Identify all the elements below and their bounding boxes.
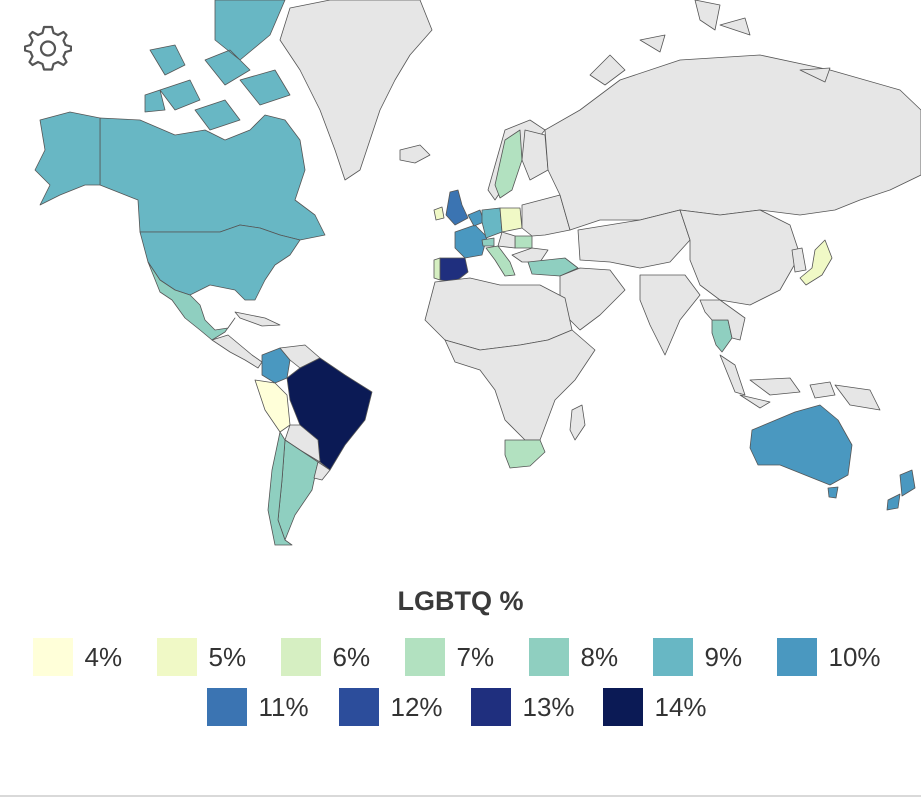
legend-swatch xyxy=(602,688,643,726)
region-sweden[interactable] xyxy=(494,129,523,199)
region-south-africa[interactable] xyxy=(504,439,546,469)
region-poland[interactable] xyxy=(499,207,523,233)
region-arctic-islands[interactable] xyxy=(589,0,831,86)
legend-swatch xyxy=(156,638,197,676)
region-canada-arctic[interactable] xyxy=(144,0,291,131)
region-mexico[interactable] xyxy=(147,261,236,341)
legend-swatch xyxy=(404,638,445,676)
legend-item[interactable]: 10% xyxy=(776,638,889,676)
legend-item[interactable]: 7% xyxy=(404,638,509,676)
legend-label: 12% xyxy=(390,691,443,722)
legend-swatch xyxy=(338,688,379,726)
legend-label: 9% xyxy=(704,641,743,672)
legend-swatch xyxy=(652,638,693,676)
legend-item[interactable]: 5% xyxy=(156,638,261,676)
region-india[interactable] xyxy=(639,274,701,356)
legend-item[interactable]: 11% xyxy=(206,688,319,726)
legend-item[interactable]: 9% xyxy=(652,638,757,676)
bottom-divider xyxy=(0,795,921,797)
legend-item[interactable]: 4% xyxy=(32,638,137,676)
region-central-america[interactable] xyxy=(211,334,263,369)
region-japan[interactable] xyxy=(799,239,833,286)
region-italy[interactable] xyxy=(485,245,516,277)
gear-icon[interactable] xyxy=(24,24,72,72)
region-finland[interactable] xyxy=(521,129,549,181)
legend-swatch xyxy=(206,688,247,726)
region-southeast-asia[interactable] xyxy=(699,299,746,396)
region-alaska[interactable] xyxy=(34,111,101,206)
region-ireland[interactable] xyxy=(433,206,445,221)
region-korea[interactable] xyxy=(791,247,807,273)
legend-label: 11% xyxy=(258,691,309,722)
legend-swatch xyxy=(528,638,569,676)
legend-item[interactable]: 13% xyxy=(470,688,583,726)
region-germany[interactable] xyxy=(481,207,503,239)
legend-label: 8% xyxy=(580,641,619,672)
legend-label: 10% xyxy=(828,641,881,672)
legend-row: 4% 5% 6% 7% 8% 9% 10% xyxy=(0,638,921,676)
region-cuba[interactable] xyxy=(234,311,281,327)
legend-item[interactable]: 8% xyxy=(528,638,633,676)
legend-title: LGBTQ % xyxy=(397,586,524,616)
region-china-mongolia[interactable] xyxy=(679,209,801,306)
region-uruguay[interactable] xyxy=(313,461,331,481)
legend-row: 11% 12% 13% 14% xyxy=(0,688,921,726)
region-central-africa[interactable] xyxy=(444,329,596,441)
region-peru[interactable] xyxy=(254,379,291,433)
region-papua[interactable] xyxy=(834,384,881,411)
legend-swatch xyxy=(280,638,321,676)
legend-item[interactable]: 12% xyxy=(338,688,451,726)
legend-swatch xyxy=(32,638,73,676)
region-chile[interactable] xyxy=(267,431,293,546)
legend-item[interactable]: 14% xyxy=(602,688,715,726)
legend-label: 14% xyxy=(654,691,707,722)
region-madagascar[interactable] xyxy=(569,404,586,441)
legend-swatch xyxy=(776,638,817,676)
legend-swatch xyxy=(470,688,511,726)
region-indonesia[interactable] xyxy=(739,377,836,409)
region-central-asia[interactable] xyxy=(577,209,691,269)
legend-label: 7% xyxy=(456,641,495,672)
legend-item[interactable]: 6% xyxy=(280,638,385,676)
region-greenland[interactable] xyxy=(279,0,433,181)
legend-label: 5% xyxy=(208,641,247,672)
world-map xyxy=(34,0,921,546)
region-united-kingdom[interactable] xyxy=(445,189,469,226)
legend-label: 13% xyxy=(522,691,575,722)
legend-label: 6% xyxy=(332,641,371,672)
region-tasmania[interactable] xyxy=(827,486,839,499)
region-russia[interactable] xyxy=(544,54,921,231)
region-new-zealand[interactable] xyxy=(886,469,916,511)
legend-label: 4% xyxy=(84,641,123,672)
region-switzerland[interactable] xyxy=(481,237,495,247)
region-canada[interactable] xyxy=(99,114,326,241)
region-portugal[interactable] xyxy=(433,257,441,281)
region-hungary[interactable] xyxy=(514,235,533,249)
region-iceland[interactable] xyxy=(399,144,431,164)
region-australia[interactable] xyxy=(749,404,853,486)
